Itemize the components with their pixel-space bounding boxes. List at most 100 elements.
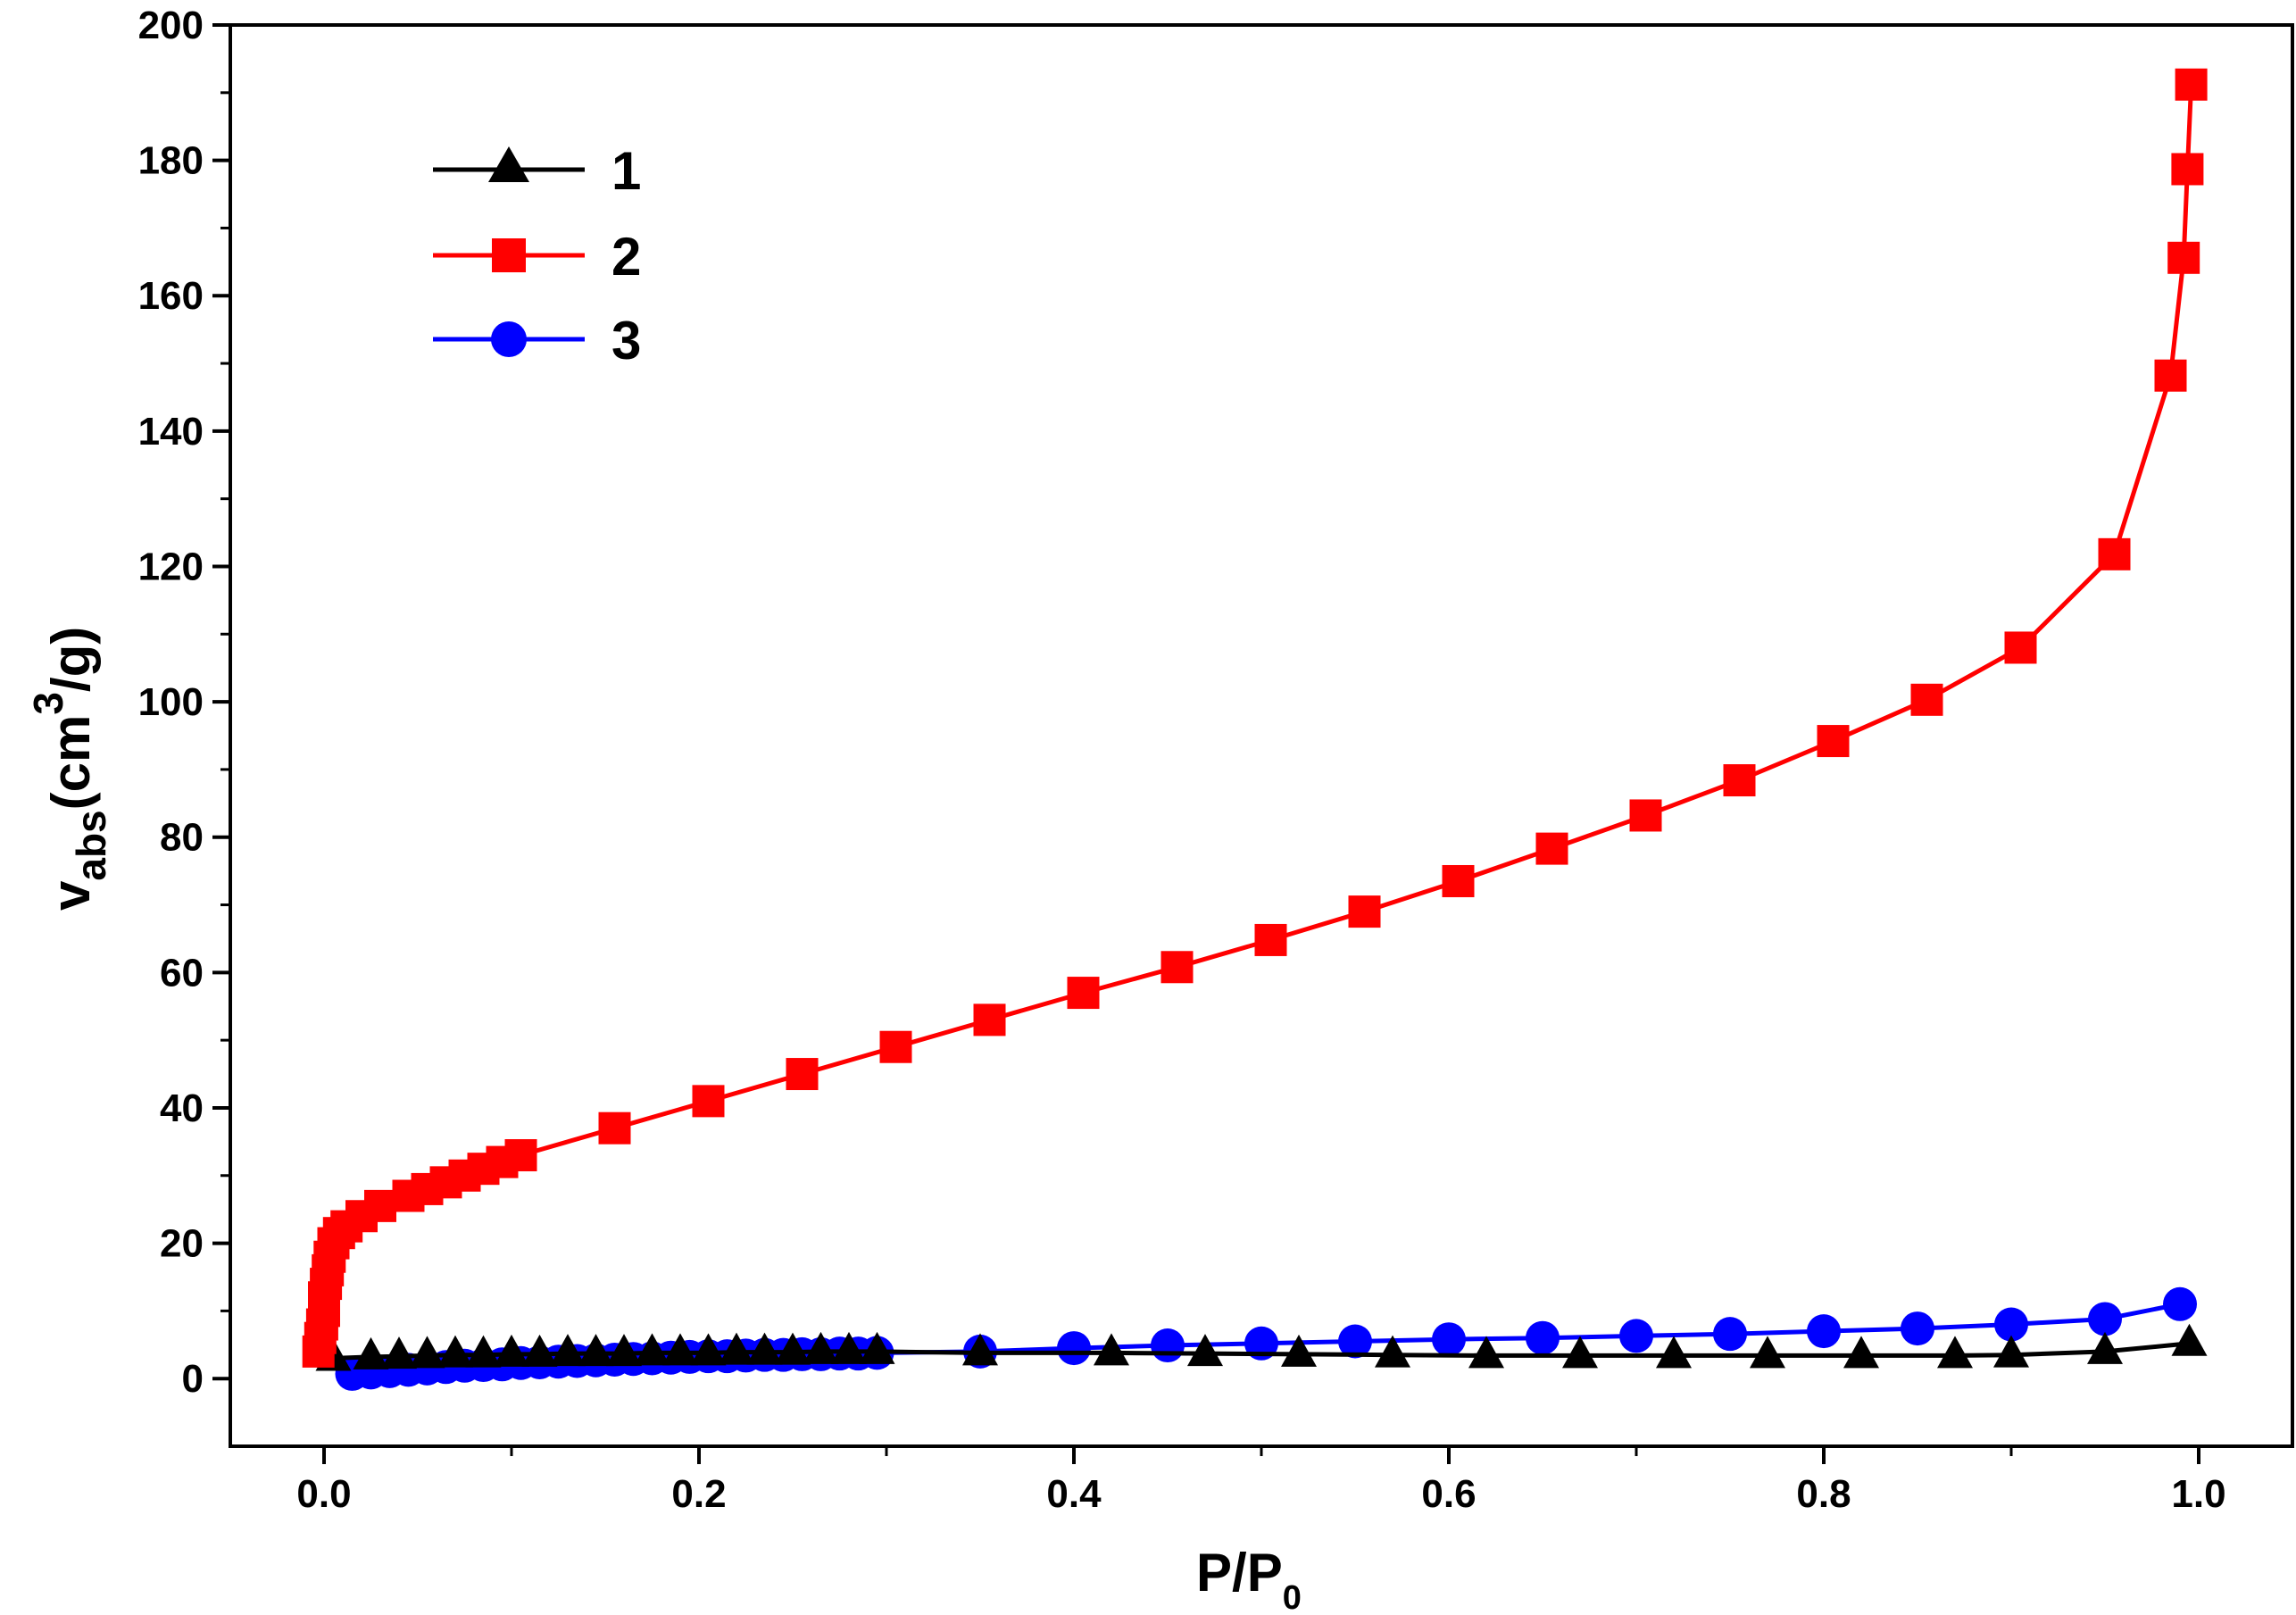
data-point-2 <box>786 1058 819 1091</box>
data-point-1 <box>634 1333 670 1366</box>
y-axis-title-subscript: abs <box>68 810 114 880</box>
y-axis-ticks: 0 20 40 60 80 100 120 140 160 180 200 <box>138 4 230 1401</box>
data-point-2 <box>1723 764 1756 797</box>
x-tick-label: 1.0 <box>2171 1472 2225 1516</box>
legend-label-1: 1 <box>611 141 641 201</box>
legend-entry-1: 1 <box>433 141 641 201</box>
y-tick-label: 40 <box>160 1086 204 1130</box>
data-point-2 <box>1629 799 1662 832</box>
x-tick-label: 0.4 <box>1046 1472 1102 1516</box>
data-point-3 <box>1713 1317 1747 1352</box>
series-1 <box>315 1323 2208 1371</box>
legend-marker-circle <box>491 321 527 357</box>
data-point-2 <box>2154 359 2187 392</box>
data-point-2 <box>1910 683 1943 716</box>
x-tick-label: 0.2 <box>671 1472 726 1516</box>
data-point-1 <box>606 1334 642 1367</box>
data-point-1 <box>775 1332 811 1365</box>
legend-marker-triangle <box>488 146 529 182</box>
data-point-1 <box>859 1331 895 1364</box>
data-point-2 <box>2171 153 2204 186</box>
data-point-1 <box>662 1333 698 1366</box>
data-point-2 <box>1348 895 1381 928</box>
legend: 1 2 3 <box>433 141 641 370</box>
data-point-2 <box>2004 631 2037 664</box>
y-axis-title-unit-open: (cm <box>41 715 101 811</box>
data-point-2 <box>1160 951 1194 984</box>
y-tick-label: 0 <box>182 1357 204 1401</box>
data-point-1 <box>550 1334 586 1367</box>
data-point-2 <box>2098 537 2131 570</box>
legend-entry-3: 3 <box>433 311 641 370</box>
y-tick-label: 140 <box>138 410 204 454</box>
x-axis-title-main: P/P <box>1196 1543 1283 1603</box>
x-tick-label: 0.6 <box>1421 1472 1476 1516</box>
x-axis-ticks: 0.0 0.2 0.4 0.6 0.8 1.0 <box>296 1446 2226 1516</box>
data-point-2 <box>2175 68 2208 101</box>
data-point-1 <box>831 1331 867 1364</box>
y-axis-title-superscript: 3 <box>25 692 71 715</box>
data-point-3 <box>1994 1307 2028 1342</box>
data-point-1 <box>962 1333 998 1366</box>
data-point-1 <box>578 1334 614 1367</box>
data-point-2 <box>692 1085 725 1118</box>
x-axis-title: P/P0 <box>1196 1543 1302 1615</box>
data-point-1 <box>465 1335 502 1368</box>
data-point-2 <box>1817 725 1850 758</box>
data-point-1 <box>1562 1336 1598 1369</box>
data-point-3 <box>1807 1314 1841 1349</box>
data-point-1 <box>1750 1336 1785 1369</box>
data-point-1 <box>1468 1336 1504 1369</box>
data-point-2 <box>973 1003 1006 1036</box>
y-tick-label: 120 <box>138 545 204 588</box>
y-tick-label: 200 <box>138 4 204 47</box>
series-layer <box>302 68 2208 1391</box>
data-point-1 <box>2171 1323 2208 1356</box>
data-point-3 <box>1338 1324 1372 1359</box>
data-point-2 <box>1535 832 1568 865</box>
data-point-1 <box>1843 1336 1879 1369</box>
data-point-1 <box>1656 1336 1692 1369</box>
series-line-1 <box>333 1341 2190 1361</box>
y-tick-label: 100 <box>138 680 204 724</box>
y-axis-title: vabs(cm3/g) <box>25 627 114 911</box>
data-point-1 <box>746 1332 783 1365</box>
data-point-2 <box>1067 977 1100 1010</box>
series-line-2 <box>316 84 2194 1353</box>
data-point-1 <box>521 1334 558 1367</box>
data-point-2 <box>1254 923 1287 956</box>
data-point-2 <box>364 1189 396 1222</box>
data-point-1 <box>1993 1335 2029 1368</box>
data-point-2 <box>504 1139 537 1172</box>
y-tick-label: 20 <box>160 1222 204 1266</box>
data-point-1 <box>803 1331 839 1364</box>
data-point-1 <box>690 1333 727 1366</box>
data-point-3 <box>2088 1302 2122 1336</box>
series-2 <box>302 68 2208 1368</box>
data-point-2 <box>1442 864 1475 897</box>
series-3 <box>335 1286 2197 1391</box>
data-point-1 <box>409 1336 445 1369</box>
data-point-1 <box>1937 1336 1973 1369</box>
data-point-1 <box>494 1334 529 1367</box>
x-axis-title-subscript: 0 <box>1283 1579 1302 1615</box>
y-axis-title-unit-close: /g) <box>41 627 101 692</box>
y-tick-label: 160 <box>138 274 204 318</box>
legend-label-3: 3 <box>611 311 641 370</box>
data-point-3 <box>1151 1328 1185 1363</box>
data-point-1 <box>1187 1334 1223 1367</box>
data-point-2 <box>598 1111 631 1145</box>
x-tick-label: 0.0 <box>296 1472 351 1516</box>
y-tick-label: 180 <box>138 139 204 183</box>
data-point-2 <box>879 1030 912 1063</box>
data-point-1 <box>353 1336 389 1369</box>
data-point-3 <box>1057 1331 1091 1366</box>
data-point-3 <box>1526 1320 1560 1355</box>
data-point-2 <box>2167 241 2200 274</box>
x-tick-label: 0.8 <box>1796 1472 1851 1516</box>
data-point-3 <box>1432 1322 1466 1357</box>
y-axis-title-main: v <box>41 880 101 911</box>
data-point-3 <box>2163 1286 2197 1321</box>
data-point-3 <box>1619 1319 1653 1353</box>
